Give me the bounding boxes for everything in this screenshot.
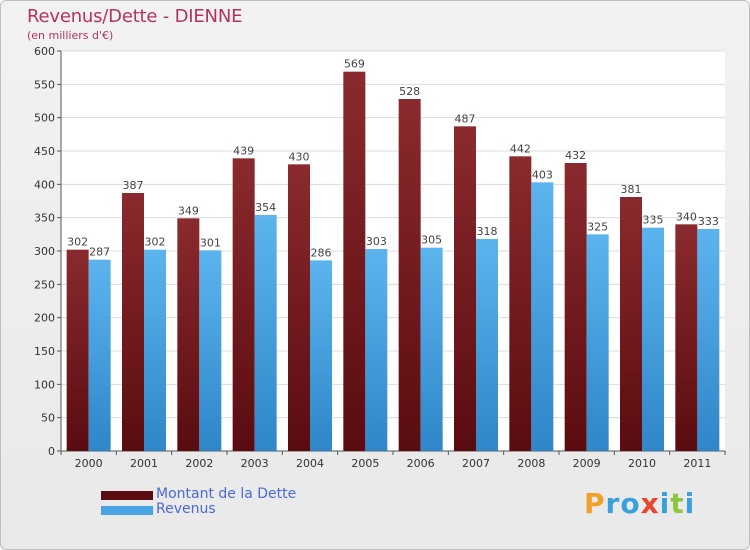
logo-letter: r: [605, 487, 621, 520]
y-tick-label: 300: [34, 245, 55, 258]
bar-dette: [288, 164, 310, 452]
x-tick-label: 2005: [351, 457, 379, 470]
bar-dette: [232, 158, 255, 452]
data-label-revenus: 403: [532, 168, 553, 181]
y-tick-label: 0: [48, 445, 55, 458]
bar-revenus: [88, 259, 111, 451]
x-tick-label: 2010: [628, 457, 656, 470]
logo-letter: t: [670, 487, 685, 520]
x-tick-label: 2000: [75, 457, 103, 470]
x-tick-label: 2006: [407, 457, 435, 470]
x-tick-label: 2009: [573, 457, 601, 470]
bar-revenus: [586, 234, 609, 451]
y-tick-label: 600: [34, 45, 55, 58]
bar-dette: [343, 71, 366, 452]
x-tick-label: 2004: [296, 457, 324, 470]
data-label-revenus: 333: [698, 215, 719, 228]
bar-revenus: [476, 239, 498, 451]
bar-revenus: [697, 229, 720, 451]
bar-dette: [398, 99, 421, 451]
y-tick-label: 450: [34, 145, 55, 158]
bar-revenus: [144, 249, 166, 451]
data-label-dette: 430: [289, 150, 310, 163]
x-tick-label: 2007: [462, 457, 490, 470]
data-label-dette: 432: [565, 149, 586, 162]
y-tick-label: 50: [41, 412, 55, 425]
bar-dette: [122, 193, 144, 451]
x-tick-label: 2002: [185, 457, 213, 470]
data-label-revenus: 335: [643, 214, 664, 227]
y-tick-label: 150: [34, 345, 55, 358]
data-label-dette: 569: [344, 58, 365, 71]
y-tick-label: 550: [34, 78, 55, 91]
logo-letter: x: [640, 487, 660, 520]
data-label-revenus: 302: [145, 236, 166, 249]
data-label-revenus: 286: [311, 246, 332, 259]
bar-revenus: [254, 215, 277, 451]
data-label-dette: 381: [621, 183, 642, 196]
bar-revenus: [420, 247, 443, 451]
bar-revenus: [531, 182, 554, 452]
legend-swatch-revenus: [101, 506, 153, 515]
data-label-dette: 349: [178, 204, 199, 217]
data-label-dette: 387: [123, 179, 144, 192]
legend-label-revenus: Revenus: [156, 501, 216, 517]
data-label-revenus: 318: [477, 225, 498, 238]
data-label-revenus: 303: [366, 235, 387, 248]
data-label-revenus: 301: [200, 236, 221, 249]
y-tick-label: 200: [34, 312, 55, 325]
logo-letter: i: [659, 487, 671, 520]
data-label-dette: 442: [510, 142, 531, 155]
x-tick-label: 2008: [517, 457, 545, 470]
chart-title: Revenus/Dette - DIENNE: [27, 6, 243, 27]
data-label-revenus: 325: [587, 220, 608, 233]
x-tick-label: 2011: [683, 457, 711, 470]
data-label-revenus: 287: [89, 246, 110, 259]
data-label-dette: 302: [67, 236, 88, 249]
bar-revenus: [310, 260, 332, 451]
data-label-dette: 487: [455, 112, 476, 125]
bar-revenus: [642, 227, 664, 451]
data-label-dette: 340: [676, 210, 697, 223]
legend-label-debt: Montant de la Dette: [156, 486, 297, 502]
bar-dette: [66, 249, 89, 451]
y-tick-label: 500: [34, 112, 55, 125]
logo-letter: o: [620, 487, 641, 520]
bar-dette: [675, 224, 698, 451]
bar-dette: [509, 156, 532, 452]
bar-dette: [454, 126, 476, 451]
proxiti-logo: Proxiti: [584, 487, 695, 520]
y-tick-label: 250: [34, 278, 55, 291]
data-label-revenus: 354: [255, 201, 276, 214]
logo-letter: P: [584, 487, 606, 520]
y-tick-label: 400: [34, 178, 55, 191]
bar-dette: [177, 218, 200, 451]
legend-swatch-debt: [101, 491, 153, 500]
y-tick-label: 350: [34, 212, 55, 225]
x-tick-label: 2001: [130, 457, 158, 470]
bar-dette: [564, 163, 587, 451]
chart-subtitle: (en milliers d'€): [27, 29, 114, 42]
bar-revenus: [365, 249, 388, 451]
logo-letter: i: [684, 487, 696, 520]
x-tick-label: 2003: [241, 457, 269, 470]
data-label-dette: 528: [399, 85, 420, 98]
data-label-dette: 439: [233, 144, 254, 157]
bar-dette: [620, 197, 642, 451]
data-label-revenus: 305: [421, 234, 442, 247]
bar-revenus: [199, 250, 222, 451]
y-tick-label: 100: [34, 378, 55, 391]
